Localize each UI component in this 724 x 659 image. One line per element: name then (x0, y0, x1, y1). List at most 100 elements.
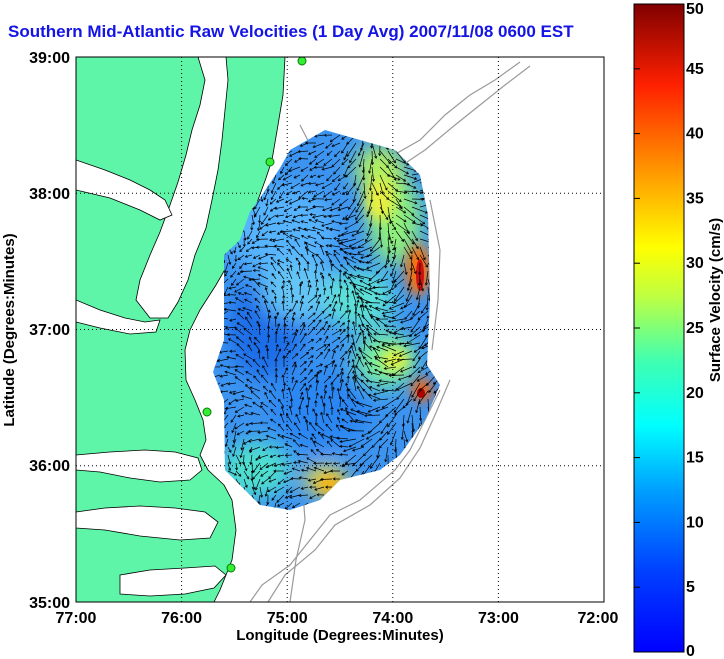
velocity-vector (297, 205, 309, 209)
velocity-vector (316, 493, 325, 497)
velocity-vector (282, 279, 286, 288)
velocity-vector (294, 422, 301, 432)
velocity-vector (245, 384, 253, 392)
velocity-vector (331, 452, 341, 456)
velocity-vector (307, 355, 314, 360)
velocity-vector (336, 387, 341, 400)
velocity-vector (290, 182, 301, 189)
velocity-vector (341, 399, 349, 408)
velocity-vector (383, 366, 397, 371)
velocity-vector (403, 174, 418, 180)
velocity-vector (323, 390, 328, 400)
velocity-vector (237, 254, 245, 261)
velocity-vector (282, 355, 286, 368)
velocity-vector (355, 299, 360, 312)
velocity-vector (387, 214, 397, 231)
velocity-vector (331, 345, 340, 352)
velocity-vector (347, 360, 351, 368)
velocity-vector (307, 339, 315, 344)
velocity-vector (370, 238, 381, 252)
velocity-vector (346, 294, 350, 304)
velocity-vector (403, 182, 417, 189)
velocity-vector (279, 412, 285, 424)
velocity-vector (387, 174, 401, 181)
velocity-vector (226, 355, 237, 360)
x-axis-ticks: 77:00 76:00 75:00 74:00 73:00 72:00 (56, 610, 619, 627)
velocity-vector (366, 370, 381, 376)
velocity-vector (269, 238, 277, 242)
velocity-vector (378, 438, 389, 449)
velocity-vector (356, 266, 373, 272)
velocity-vector (243, 230, 247, 241)
velocity-vector (299, 213, 309, 217)
colorbar-tick-label: 0 (686, 643, 695, 659)
velocity-vector (395, 206, 407, 214)
velocity-vector (363, 182, 367, 199)
velocity-vector (416, 374, 429, 382)
velocity-vector (320, 411, 325, 424)
velocity-vector (234, 327, 245, 336)
velocity-vector (346, 325, 350, 335)
velocity-vector (356, 353, 365, 368)
velocity-vector (227, 470, 238, 476)
velocity-vector (358, 260, 373, 264)
velocity-vector (338, 269, 342, 280)
velocity-vector (276, 221, 285, 225)
velocity-vector (333, 250, 341, 256)
radar-station-marker (297, 57, 307, 66)
velocity-vector (234, 369, 245, 376)
velocity-vector (307, 369, 313, 376)
velocity-vector (289, 398, 294, 408)
velocity-vector (314, 400, 318, 408)
velocity-vector (326, 150, 333, 156)
velocity-vector (243, 478, 248, 489)
velocity-vector (393, 350, 405, 357)
velocity-vector (362, 340, 373, 352)
colorbar-tick-label: 10 (686, 514, 704, 531)
velocity-vector (273, 315, 277, 328)
velocity-vector (277, 262, 285, 272)
y-tick-label: 39:00 (29, 50, 70, 67)
velocity-vector (400, 302, 413, 310)
velocity-vector (271, 382, 277, 392)
velocity-vector (378, 379, 397, 384)
velocity-vector (230, 270, 237, 278)
velocity-vector (395, 174, 407, 182)
velocity-vector (395, 214, 407, 223)
velocity-vector (299, 324, 306, 336)
velocity-vector (270, 256, 277, 264)
velocity-vector (374, 368, 389, 376)
velocity-vector (323, 335, 329, 344)
velocity-vector (359, 288, 373, 296)
velocity-vector (257, 430, 269, 434)
velocity-vector (368, 174, 373, 192)
velocity-vector (252, 268, 261, 273)
velocity-vector (328, 258, 333, 272)
velocity-vector (281, 182, 293, 187)
velocity-vector (246, 378, 253, 384)
velocity-vector (252, 278, 261, 288)
velocity-vector (356, 296, 373, 304)
velocity-vector (267, 214, 277, 221)
velocity-vector (387, 158, 398, 169)
velocity-vector (385, 406, 397, 417)
velocity-vector (368, 158, 373, 174)
velocity-vector (419, 246, 426, 261)
velocity-vector (355, 332, 362, 344)
velocity-vector (401, 414, 405, 428)
velocity-vector (315, 379, 320, 392)
velocity-vector (372, 339, 389, 344)
velocity-vector (239, 262, 245, 270)
velocity-vector (315, 287, 319, 296)
velocity-vector (349, 273, 365, 280)
velocity-vector (329, 206, 341, 212)
velocity-vector (349, 281, 365, 288)
velocity-vector (277, 270, 285, 280)
velocity-vector (229, 349, 237, 353)
velocity-vector (373, 390, 389, 396)
velocity-vector (379, 430, 389, 441)
velocity-vector (374, 357, 389, 368)
velocity-vector (307, 374, 318, 384)
velocity-vector (410, 374, 421, 387)
velocity-vector (346, 262, 357, 272)
